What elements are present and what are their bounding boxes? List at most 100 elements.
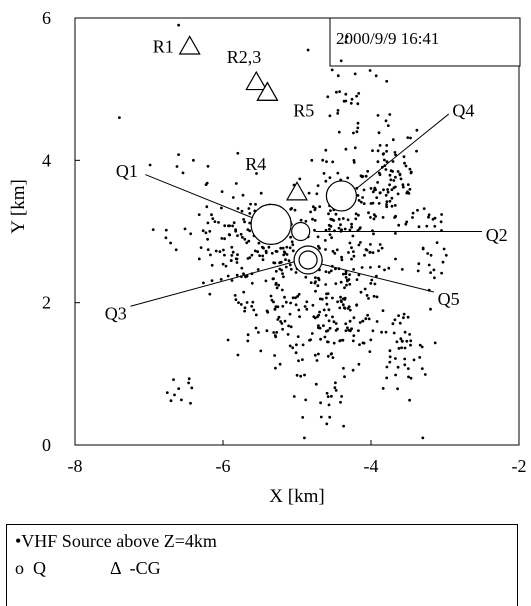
vhf-point — [354, 212, 358, 216]
vhf-point — [421, 436, 425, 440]
vhf-point — [369, 216, 372, 219]
vhf-point — [358, 226, 362, 230]
vhf-point — [311, 205, 315, 209]
vhf-point — [336, 109, 340, 112]
vhf-point — [173, 393, 176, 397]
vhf-point — [246, 339, 250, 343]
vhf-point — [297, 292, 301, 296]
vhf-point — [342, 297, 345, 301]
vhf-point — [385, 160, 389, 164]
vhf-point — [224, 264, 228, 268]
vhf-point — [313, 219, 317, 222]
vhf-point — [275, 250, 279, 253]
vhf-point — [241, 193, 245, 197]
vhf-point — [281, 246, 285, 250]
q-label: Q5 — [438, 289, 460, 309]
q-label: Q3 — [105, 303, 127, 323]
vhf-point — [391, 322, 395, 326]
vhf-point — [348, 308, 352, 312]
vhf-point — [280, 288, 284, 292]
vhf-point — [383, 158, 386, 162]
vhf-point — [371, 149, 374, 153]
vhf-point — [328, 114, 332, 118]
vhf-point — [412, 358, 416, 362]
vhf-point — [352, 250, 355, 254]
vhf-point — [231, 224, 235, 228]
q-circle — [250, 203, 292, 245]
vhf-point — [403, 161, 406, 165]
vhf-point — [382, 152, 385, 156]
vhf-point — [208, 292, 212, 296]
vhf-point — [376, 181, 379, 184]
vhf-point — [230, 254, 234, 257]
vhf-point — [361, 319, 365, 323]
vhf-point — [350, 222, 353, 226]
vhf-point — [242, 272, 245, 276]
vhf-point — [118, 116, 121, 120]
vhf-point — [356, 121, 360, 125]
vhf-point — [192, 158, 195, 162]
vhf-point — [346, 218, 350, 222]
vhf-point — [322, 308, 326, 312]
vhf-point — [321, 158, 325, 162]
vhf-point — [303, 373, 306, 377]
q-circle — [325, 180, 357, 212]
vhf-point — [310, 158, 314, 162]
vhf-point — [287, 324, 290, 328]
vhf-point — [360, 266, 364, 269]
vhf-point — [421, 246, 425, 250]
vhf-point — [359, 290, 363, 294]
vhf-point — [187, 377, 191, 381]
vhf-point — [365, 294, 369, 297]
vhf-point — [177, 23, 181, 27]
vhf-point — [407, 375, 410, 379]
vhf-point — [307, 191, 311, 195]
vhf-point — [247, 239, 251, 243]
cg-triangle — [256, 81, 279, 101]
vhf-point — [202, 281, 205, 285]
vhf-point — [327, 308, 331, 312]
vhf-point — [271, 277, 275, 281]
vhf-point — [181, 171, 185, 175]
vhf-point — [345, 35, 349, 39]
vhf-point — [316, 184, 320, 188]
vhf-point — [292, 395, 296, 398]
vhf-point — [385, 79, 389, 83]
vhf-point — [261, 254, 265, 258]
vhf-point — [388, 183, 391, 187]
vhf-point — [311, 303, 315, 307]
vhf-point — [250, 304, 254, 308]
vhf-point — [273, 354, 276, 357]
cg-label: R2,3 — [227, 47, 262, 67]
vhf-point — [344, 322, 348, 326]
vhf-point — [285, 245, 289, 249]
vhf-point — [278, 362, 282, 366]
vhf-point — [387, 266, 391, 270]
vhf-point — [342, 424, 345, 428]
vhf-point — [353, 72, 357, 76]
vhf-point — [344, 272, 348, 276]
vhf-point — [361, 196, 364, 199]
vhf-point — [320, 297, 324, 301]
vhf-point — [272, 300, 275, 304]
vhf-point — [403, 330, 407, 334]
vhf-point — [369, 266, 372, 269]
vhf-point — [245, 301, 249, 304]
vhf-point — [324, 283, 328, 286]
vhf-point — [372, 217, 376, 221]
vhf-point — [304, 219, 308, 223]
vhf-point — [213, 220, 217, 224]
vhf-point — [409, 170, 413, 174]
vhf-point — [235, 261, 239, 264]
vhf-point — [389, 178, 393, 182]
vhf-point — [347, 251, 350, 254]
vhf-point — [406, 315, 410, 319]
q-leader-line — [130, 259, 301, 307]
vhf-point — [325, 302, 329, 306]
vhf-point — [343, 307, 347, 310]
vhf-point — [272, 261, 276, 265]
vhf-point — [344, 329, 348, 332]
vhf-point — [363, 253, 366, 257]
vhf-point — [205, 205, 209, 209]
q-leader-line — [355, 113, 450, 190]
